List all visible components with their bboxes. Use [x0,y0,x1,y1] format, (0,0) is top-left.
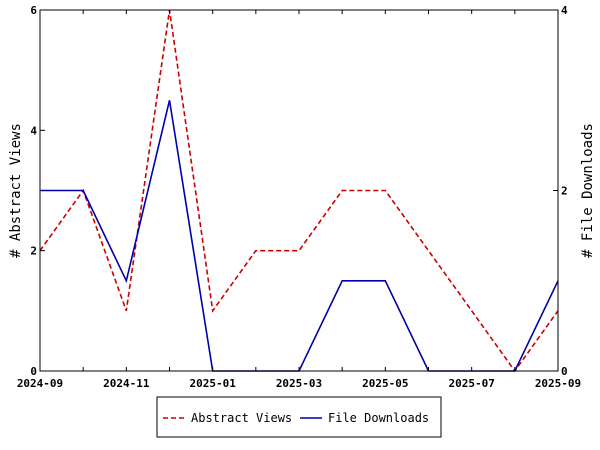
y-axis-right: 0 2 4 [553,4,568,378]
x-tick-label: 2025-05 [362,377,408,390]
y-left-tick-label: 0 [30,365,37,378]
x-tick-label: 2025-09 [535,377,581,390]
series-line-file-downloads [40,100,559,372]
legend-label-file-downloads: File Downloads [328,411,429,425]
series-line-abstract-views [39,9,559,373]
x-tick-label: 2025-07 [448,377,494,390]
y-left-tick-label: 6 [30,4,37,17]
plot-marks [39,9,559,373]
x-tick-label: 2025-01 [189,377,236,390]
legend: Abstract Views File Downloads [156,396,442,438]
y-left-tick-label: 4 [30,124,37,137]
legend-label-abstract-views: Abstract Views [191,411,292,425]
y-axis-right-label: # File Downloads [580,123,596,258]
y-right-tick-label: 4 [561,4,568,17]
y-axis-left: 0 2 4 6 [30,4,45,378]
x-tick-label: 2024-11 [103,377,150,390]
x-tick-label: 2025-03 [276,377,322,390]
legend-box [156,396,442,438]
plot-frame [39,9,559,372]
x-tick-label: 2024-09 [17,377,63,390]
y-right-tick-label: 2 [561,185,568,198]
y-right-tick-label: 0 [561,365,568,378]
y-left-tick-label: 2 [30,245,37,258]
y-axis-left-label: # Abstract Views [8,123,24,258]
x-axis: 2024-09 2024-11 2025-01 2025-03 2025-05 2025-… [17,10,581,390]
